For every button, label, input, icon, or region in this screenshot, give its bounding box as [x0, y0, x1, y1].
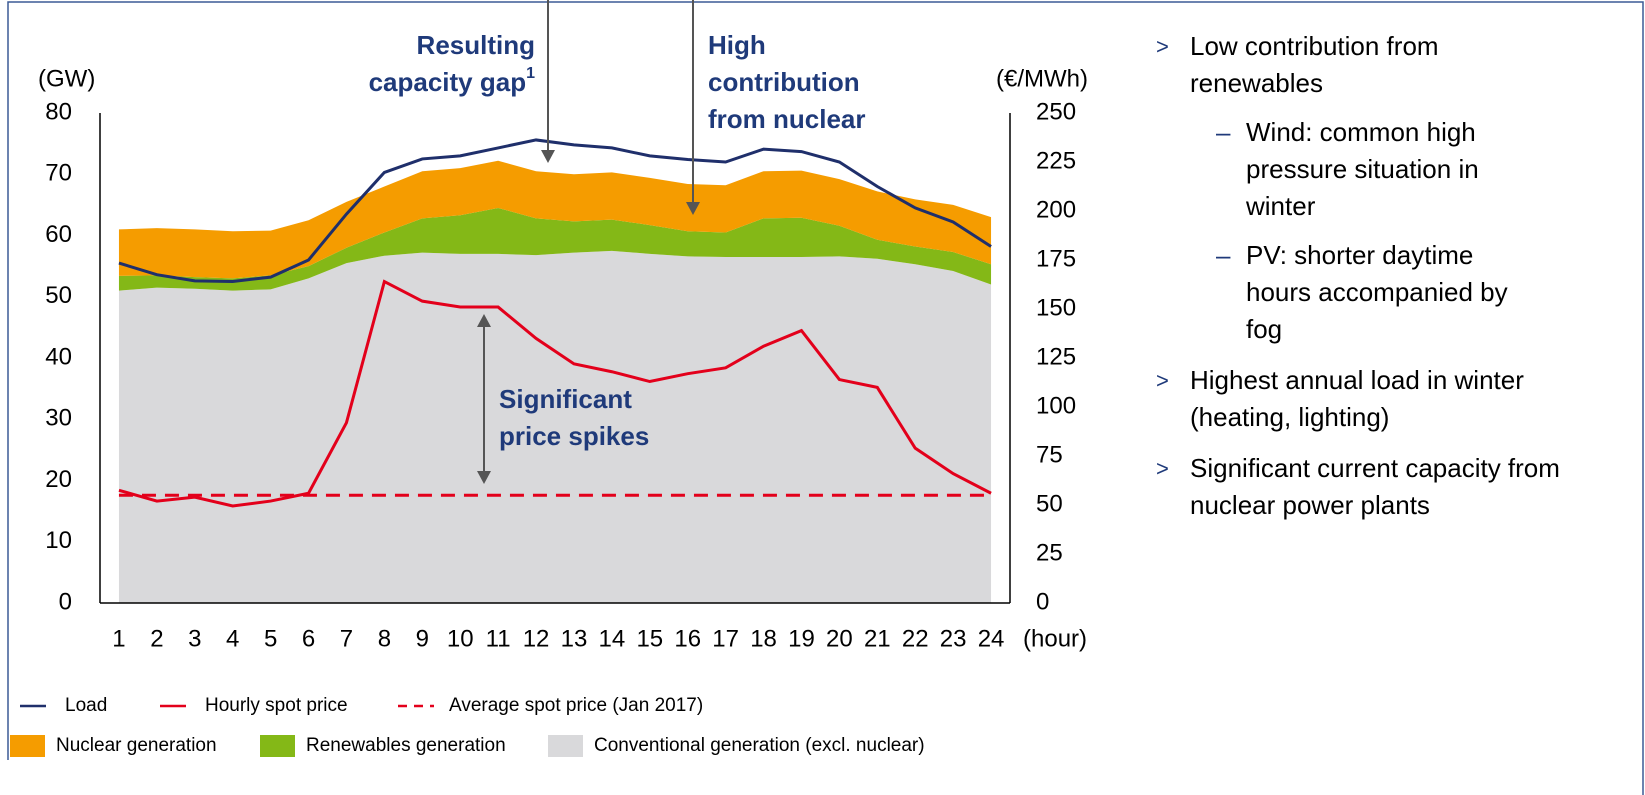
bullet-marker: >: [1156, 34, 1169, 59]
y2-tick-label: 50: [1036, 490, 1063, 517]
x-tick-label: 22: [902, 625, 929, 652]
x-tick-label: 16: [674, 625, 701, 652]
sub-bullet-marker: –: [1216, 240, 1231, 270]
x-tick-label: 14: [599, 625, 626, 652]
y-axis-label: (GW): [38, 65, 95, 92]
x-tick-label: 18: [750, 625, 777, 652]
x-tick-label: 5: [264, 625, 277, 652]
x-tick-label: 11: [486, 625, 511, 652]
y-tick-label: 0: [59, 588, 72, 615]
annotation-sup: 1: [526, 65, 535, 82]
line: [118, 138, 992, 283]
annotation: price spikes: [499, 421, 649, 451]
line: [118, 279, 992, 508]
x-tick-label: 17: [712, 625, 739, 652]
legend-label: Nuclear generation: [56, 735, 217, 756]
y2-tick-label: 75: [1036, 441, 1063, 468]
y2-tick-label: 150: [1036, 294, 1076, 321]
legend-label: Hourly spot price: [205, 695, 348, 716]
y2-tick-label: 200: [1036, 196, 1076, 223]
plot: [118, 138, 992, 603]
y-tick-label: 40: [45, 343, 72, 370]
sub-bullet-text: PV: shorter daytime hours accompanied by…: [1246, 240, 1508, 344]
y2-tick-label: 25: [1036, 539, 1063, 566]
annotation: contribution: [708, 67, 860, 97]
y2-tick-label: 100: [1036, 392, 1076, 419]
x-tick-label: 8: [378, 625, 391, 652]
y2-tick-label: 225: [1036, 147, 1076, 174]
x-tick-label: 10: [447, 625, 474, 652]
bullet: > Significant current capacity from nucle…: [1150, 450, 1570, 524]
y-tick-label: 30: [45, 405, 72, 432]
y2-tick-label: 175: [1036, 245, 1076, 272]
y-tick-label: 80: [45, 98, 72, 125]
x-tick-label: 15: [636, 625, 663, 652]
annotation: capacity gap1: [369, 65, 536, 97]
legend-swatch: [260, 735, 295, 757]
annotation-text: Significant: [499, 384, 632, 414]
legend-label: Conventional generation (excl. nuclear): [594, 735, 925, 756]
annotation: Significant: [499, 384, 632, 414]
sub-bullet: – PV: shorter daytime hours accompanied b…: [1190, 237, 1516, 348]
x-tick-label: 12: [523, 625, 550, 652]
annotation-text: price spikes: [499, 421, 649, 451]
sub-bullet: – Wind: common high pressure situation in…: [1190, 114, 1516, 225]
y2-tick-label: 0: [1036, 588, 1049, 615]
bullet-text: Low contribution from renewables: [1190, 31, 1439, 98]
y-tick-label: 50: [45, 282, 72, 309]
legend-label: Renewables generation: [306, 735, 506, 756]
legend-swatch: [10, 735, 45, 757]
x-tick-label: 21: [864, 625, 891, 652]
x-axis-label: (hour): [1023, 625, 1087, 652]
legend-swatch: [548, 735, 583, 757]
frame: [7, 1, 1644, 795]
annotation-text: Resulting: [417, 30, 535, 60]
bullet-marker: >: [1156, 368, 1169, 393]
y-tick-label: 60: [45, 221, 72, 248]
x-tick-label: 6: [302, 625, 315, 652]
annotation: High: [708, 30, 766, 60]
area: [118, 207, 992, 291]
x-tick-label: 23: [940, 625, 967, 652]
annotation-text: from nuclear: [708, 104, 866, 134]
x-tick-label: 3: [188, 625, 201, 652]
legend-label: Load: [65, 695, 107, 716]
x-tick-label: 1: [112, 625, 125, 652]
arrow-head: [686, 202, 700, 215]
y-tick-label: 70: [45, 160, 72, 187]
area: [118, 250, 992, 603]
annotation-text: High: [708, 30, 766, 60]
bullet: > Low contribution from renewables – Wind: …: [1150, 28, 1570, 348]
bullet: > Highest annual load in winter (heating,…: [1150, 362, 1570, 436]
annotation-text: capacity gap: [369, 67, 527, 97]
y2-tick-label: 125: [1036, 343, 1076, 370]
bullet-text: Significant current capacity from nuclea…: [1190, 453, 1560, 520]
y-tick-label: 10: [45, 527, 72, 554]
x-tick-label: 2: [150, 625, 163, 652]
x-tick-label: 4: [226, 625, 239, 652]
bullet-text: Highest annual load in winter (heating, …: [1190, 365, 1524, 432]
annotation: Resulting: [417, 30, 535, 60]
notes: > Low contribution from renewables – Wind: …: [1150, 28, 1570, 538]
x-tick-label: 19: [788, 625, 815, 652]
x-tick-label: 9: [416, 625, 429, 652]
x-tick-label: 7: [340, 625, 353, 652]
x-tick-label: 13: [561, 625, 588, 652]
x-tick-label: 24: [978, 625, 1005, 652]
y-tick-label: 20: [45, 466, 72, 493]
y2-axis-label: (€/MWh): [996, 65, 1088, 92]
bullet-marker: >: [1156, 456, 1169, 481]
arrow-head: [541, 150, 555, 163]
area: [118, 160, 992, 279]
y2-tick-label: 250: [1036, 98, 1076, 125]
annotation: from nuclear: [708, 104, 866, 134]
annotation-text: contribution: [708, 67, 860, 97]
legend-label: Average spot price (Jan 2017): [449, 695, 703, 716]
x-tick-label: 20: [826, 625, 853, 652]
sub-bullet-text: Wind: common high pressure situation in …: [1246, 117, 1479, 221]
sub-bullet-marker: –: [1216, 117, 1231, 147]
